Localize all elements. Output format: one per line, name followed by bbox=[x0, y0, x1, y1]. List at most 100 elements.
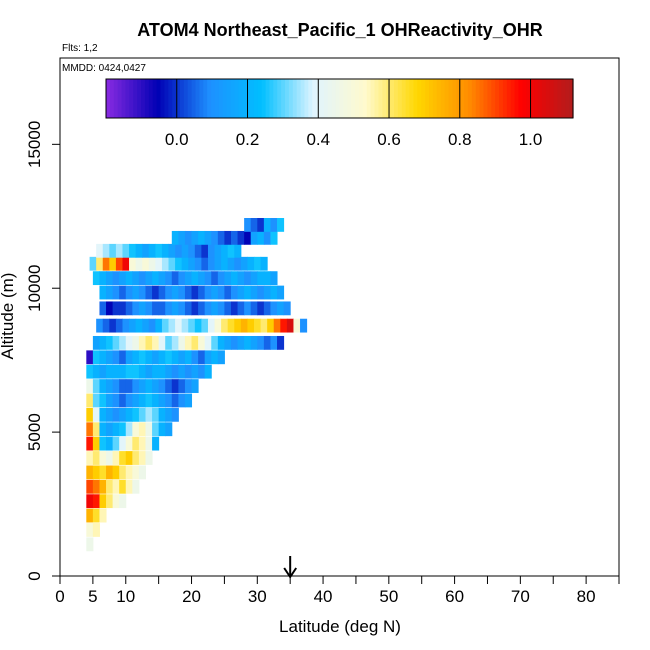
heatmap-cell bbox=[119, 451, 127, 465]
colorbar-segment bbox=[230, 79, 236, 118]
colorbar-segment bbox=[386, 79, 391, 118]
heatmap-cell bbox=[270, 218, 278, 232]
heatmap-cell bbox=[224, 230, 232, 245]
heatmap-cell bbox=[234, 256, 242, 271]
heatmap-cell bbox=[204, 230, 212, 245]
heatmap-cell bbox=[178, 285, 186, 300]
heatmap-cell bbox=[178, 301, 186, 316]
x-tick-label: 20 bbox=[182, 587, 201, 606]
heatmap-cell bbox=[270, 301, 278, 316]
heatmap-cell bbox=[230, 230, 239, 245]
heatmap-cell bbox=[260, 256, 268, 271]
x-tick-label: 60 bbox=[445, 587, 464, 606]
heatmap-cell bbox=[86, 479, 94, 494]
colorbar-segment bbox=[378, 79, 383, 118]
heatmap-cell bbox=[198, 301, 206, 316]
heatmap-cell bbox=[184, 335, 193, 350]
heatmap-cell bbox=[99, 379, 107, 393]
heatmap-cell bbox=[207, 318, 216, 333]
colorbar-segment bbox=[226, 79, 232, 118]
colorbar-segment bbox=[320, 79, 325, 118]
colorbar-tick-label: 1.0 bbox=[519, 130, 543, 149]
colorbar-segment bbox=[141, 79, 146, 118]
heatmap-cell bbox=[148, 243, 156, 258]
heatmap-cell bbox=[168, 243, 176, 258]
heatmap-cell bbox=[106, 451, 114, 465]
heatmap-cell bbox=[99, 451, 107, 465]
heatmap-cell bbox=[244, 335, 252, 350]
heatmap-cell bbox=[171, 230, 179, 245]
heatmap-cell bbox=[280, 318, 288, 333]
heatmap-cell bbox=[158, 335, 166, 350]
heatmap-cell bbox=[214, 256, 222, 271]
colorbar-frame bbox=[105, 78, 574, 119]
colorbar-segment bbox=[133, 79, 138, 118]
heatmap-cell bbox=[86, 379, 94, 393]
heatmap-cell bbox=[230, 271, 239, 286]
heatmap-cell bbox=[99, 422, 107, 437]
colorbar-segment bbox=[148, 79, 154, 118]
heatmap-cell bbox=[145, 422, 153, 437]
heatmap-cell bbox=[207, 243, 216, 258]
heatmap-cell bbox=[300, 318, 308, 333]
heatmap-cell bbox=[138, 301, 146, 316]
colorbar-segment bbox=[249, 79, 255, 118]
heatmap-cell bbox=[106, 379, 114, 393]
heatmap-cell bbox=[277, 335, 285, 350]
heatmap-cell bbox=[181, 256, 189, 271]
colorbar-segment bbox=[502, 79, 508, 118]
heatmap-cell bbox=[109, 243, 117, 258]
heatmap-cell bbox=[125, 436, 133, 451]
heatmap-cell bbox=[171, 393, 179, 408]
heatmap-cell bbox=[112, 335, 120, 350]
heatmap-cell bbox=[92, 393, 100, 408]
heatmap-cell bbox=[171, 407, 179, 422]
colorbar-segment bbox=[327, 79, 333, 118]
heatmap-cell bbox=[132, 271, 140, 286]
heatmap-cell bbox=[92, 465, 100, 480]
x-axis: 0 5 10 20 30 40 50 60 70 80 bbox=[55, 576, 620, 606]
heatmap-cell bbox=[132, 364, 140, 379]
heatmap-cell bbox=[178, 335, 186, 350]
colorbar-segment bbox=[176, 79, 181, 118]
colorbar-tick-label: 0.4 bbox=[306, 130, 330, 149]
heatmap-cell bbox=[237, 335, 245, 350]
heatmap-cell bbox=[198, 350, 206, 365]
heatmap-cell bbox=[263, 218, 271, 232]
heatmap-cell bbox=[227, 318, 235, 333]
heatmap-cell bbox=[227, 243, 235, 258]
colorbar-segment bbox=[569, 79, 574, 118]
heatmap-cell bbox=[106, 335, 114, 350]
heatmap-cell bbox=[184, 379, 193, 393]
heatmap-cell bbox=[211, 350, 219, 365]
heatmap-cell bbox=[86, 407, 94, 422]
heatmap-cell bbox=[125, 301, 133, 316]
heatmap-cell bbox=[171, 301, 179, 316]
heatmap-cell bbox=[171, 364, 179, 379]
heatmap-cell bbox=[217, 230, 225, 245]
heatmap-cell bbox=[181, 243, 189, 258]
heatmap-cell bbox=[263, 285, 271, 300]
colorbar-segment bbox=[429, 79, 434, 118]
heatmap-cell bbox=[277, 301, 285, 316]
heatmap-cell bbox=[99, 407, 107, 422]
heatmap-cell bbox=[277, 218, 285, 232]
colorbar-segment bbox=[409, 79, 415, 118]
heatmap-cell bbox=[244, 301, 252, 316]
heatmap-cell bbox=[188, 256, 196, 271]
heatmap-cell bbox=[161, 256, 170, 271]
heatmap-cell bbox=[188, 243, 196, 258]
heatmap-cell bbox=[99, 364, 107, 379]
colorbar-segment bbox=[211, 79, 216, 118]
heatmap-cell bbox=[263, 230, 271, 245]
heatmap-cell bbox=[145, 364, 153, 379]
heatmap-cell bbox=[112, 407, 120, 422]
colorbar-segment bbox=[417, 79, 422, 118]
heatmap-cell bbox=[112, 285, 120, 300]
colorbar-segment bbox=[312, 79, 317, 118]
heatmap-cell bbox=[119, 301, 127, 316]
heatmap-cell bbox=[184, 364, 193, 379]
heatmap-cell bbox=[188, 318, 196, 333]
heatmap-cell bbox=[152, 301, 160, 316]
heatmap-cell bbox=[132, 285, 140, 300]
